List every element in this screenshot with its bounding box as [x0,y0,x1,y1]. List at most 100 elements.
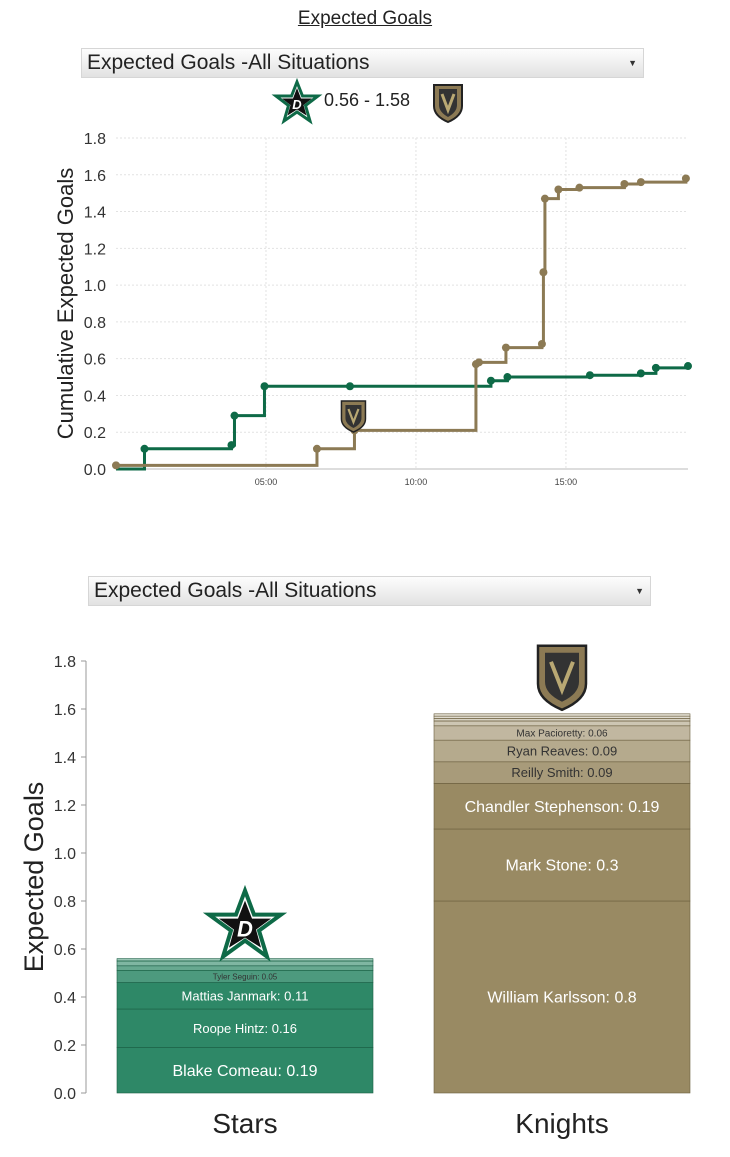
y-axis-ticks: 0.0 0.2 0.4 0.6 0.8 1.0 1.2 1.4 1.6 1.8 [84,131,106,479]
chevron-down-icon: ▼ [628,58,637,68]
y-axis-ticks: 0.0 0.2 0.4 0.6 0.8 1.0 1.2 1.4 1.6 1.8 [54,654,87,1103]
y-tick-label: 0.0 [84,462,106,479]
knights-shot-point[interactable] [474,358,483,367]
stars-segment[interactable] [116,1047,374,1094]
stars-segment[interactable] [116,1008,374,1048]
stars-shot-point[interactable] [140,444,149,453]
category-label: Stars [212,1108,277,1139]
score-text: 0.56 - 1.58 [324,90,411,110]
segment-label: Chandler Stephenson: 0.19 [465,799,660,816]
knights-shot-point[interactable] [537,339,546,348]
y-tick-label: 0.4 [84,388,106,405]
stars-segment[interactable] [116,960,374,967]
knights-shot-point[interactable] [681,174,690,183]
knights-logo-icon [340,400,367,433]
stars-shot-point[interactable] [503,373,512,382]
y-tick-label: 1.8 [54,654,76,671]
stars-shot-point[interactable] [260,382,269,391]
knights-segment[interactable] [433,828,691,902]
y-tick-label: 1.2 [84,241,106,258]
y-tick-label: 0.6 [54,942,76,959]
y-tick-label: 0.0 [54,1086,76,1103]
y-tick-label: 0.8 [54,894,76,911]
segment-label: William Karlsson: 0.8 [487,990,636,1007]
category-labels: Stars Knights [212,1108,608,1139]
stars-segment[interactable] [116,965,374,971]
knights-logo-icon [536,644,588,712]
stars-logo-icon: D [271,77,323,125]
knights-segment[interactable] [433,783,691,830]
y-tick-label: 0.4 [54,990,76,1007]
y-tick-label: 1.0 [54,846,76,863]
segment-label: Blake Comeau: 0.19 [173,1063,318,1080]
y-tick-label: 1.6 [84,168,106,185]
knights-shot-point[interactable] [620,179,629,188]
svg-text:D: D [237,917,253,942]
series-group [112,174,692,471]
stars-shot-point[interactable] [486,376,495,385]
knights-shot-point[interactable] [554,185,563,194]
chevron-down-icon: ▼ [635,586,644,596]
segment-label: Ryan Reaves: 0.09 [507,744,618,759]
team-logos: D [202,644,588,962]
y-axis-title: Expected Goals [19,782,49,973]
stars-shot-point[interactable] [227,441,236,450]
stars-shot-point[interactable] [684,362,692,371]
situation-select-top-value: Expected Goals -All Situations [87,51,370,74]
knights-shot-point[interactable] [636,178,645,187]
svg-text:D: D [292,97,302,112]
knights-logo-icon [433,84,463,124]
y-tick-label: 0.8 [84,315,106,332]
y-tick-label: 1.2 [54,798,76,815]
chart-grid [116,137,688,470]
x-tick-label: 05:00 [255,477,278,487]
knights-shot-point[interactable] [501,343,510,352]
situation-select-bottom[interactable]: Expected Goals -All Situations ▼ [88,576,651,606]
y-axis-title: Cumulative Expected Goals [53,168,78,439]
segment-label: Tyler Seguin: 0.05 [213,972,278,981]
knights-segment[interactable] [433,715,691,719]
category-label: Knights [515,1108,608,1139]
segment-label: Reilly Smith: 0.09 [511,765,612,780]
knights-shot-point[interactable] [539,268,548,277]
x-tick-label: 15:00 [555,477,578,487]
y-tick-label: 1.8 [84,131,106,148]
y-tick-label: 1.6 [54,702,76,719]
stars-shot-point[interactable] [585,371,594,380]
knights-segment[interactable] [433,720,691,727]
situation-select-bottom-value: Expected Goals -All Situations [94,579,377,602]
knights-shot-point[interactable] [575,183,584,192]
knights-segment[interactable] [433,718,691,722]
x-tick-label: 10:00 [405,477,428,487]
stack-group: Blake Comeau: 0.19 Roope Hintz: 0.16 Matti… [116,713,691,1094]
y-tick-label: 1.4 [54,750,76,767]
stars-shot-point[interactable] [345,382,354,391]
stars-shot-point[interactable] [651,363,660,372]
x-axis-ticks: 05:00 10:00 15:00 [255,477,577,487]
knights-shot-point[interactable] [540,194,549,203]
y-tick-label: 1.4 [84,205,106,222]
segment-label: Max Pacioretty: 0.06 [516,729,608,740]
segment-label: Roope Hintz: 0.16 [193,1021,297,1036]
y-tick-label: 0.2 [54,1038,76,1055]
page-title: Expected Goals [297,8,433,29]
annotation-group [340,400,367,433]
knights-shot-point[interactable] [312,444,321,453]
stars-segment[interactable] [116,982,374,1010]
knights-segment[interactable] [433,713,691,717]
stars-segment[interactable] [116,958,374,962]
score-row: D 0.56 - 1.58 [0,77,730,125]
stars-shot-point[interactable] [230,411,239,420]
segment-label: Mark Stone: 0.3 [506,858,619,875]
situation-select-top[interactable]: Expected Goals -All Situations ▼ [81,48,644,78]
y-tick-label: 1.0 [84,278,106,295]
stars-shot-point[interactable] [636,369,645,378]
stars-logo-icon: D [202,884,288,962]
segment-label: Mattias Janmark: 0.11 [182,988,309,1003]
knights-segment[interactable] [433,900,691,1094]
knights-shot-point[interactable] [112,461,120,470]
y-tick-label: 0.6 [84,352,106,369]
y-tick-label: 0.2 [84,425,106,442]
